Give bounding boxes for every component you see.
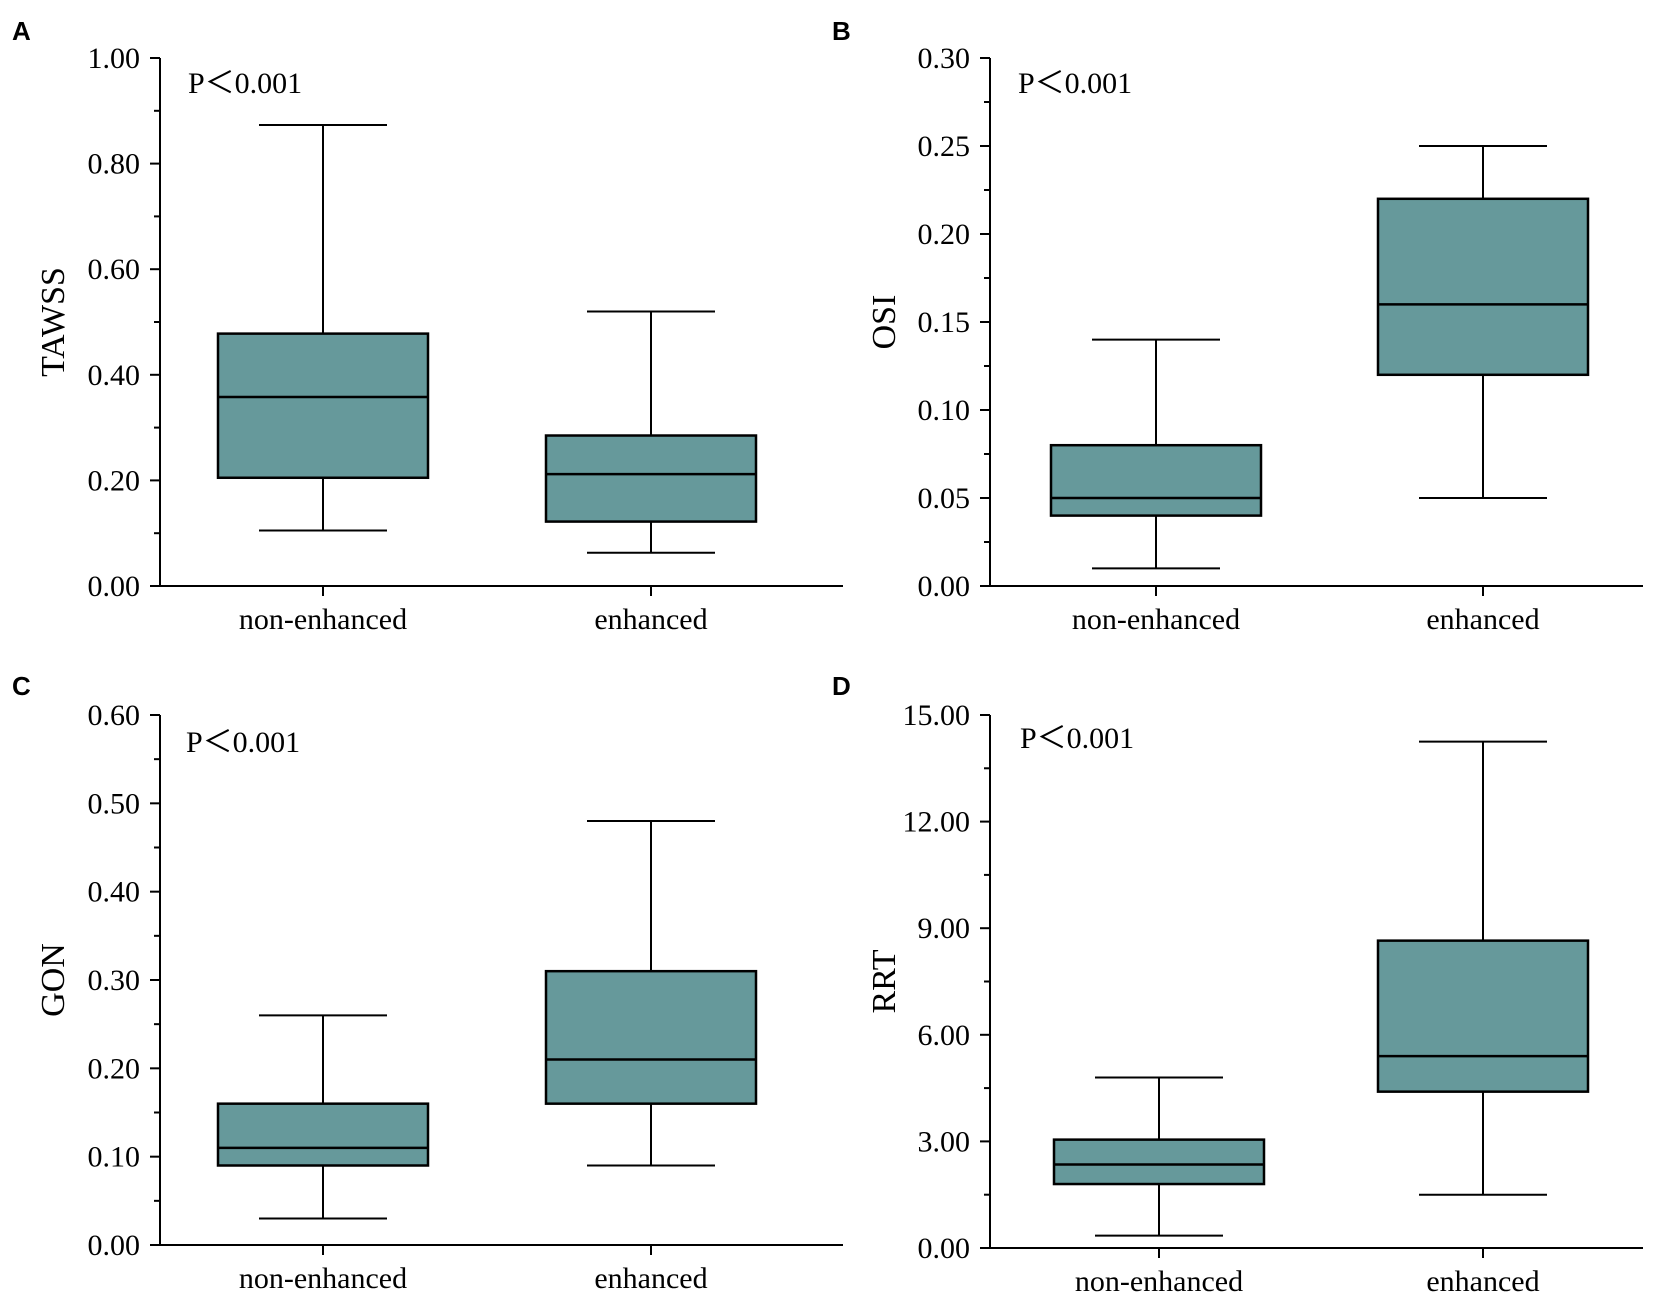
panel-letter: A [12, 16, 31, 46]
p-value-annotation: P＜0.001 [186, 726, 300, 759]
y-tick-label: 0.00 [88, 570, 141, 603]
x-category-label: enhanced [1426, 603, 1539, 636]
iqr-box [1052, 1138, 1266, 1186]
y-tick-label: 0.10 [88, 1141, 141, 1174]
box-enhanced [544, 820, 758, 1167]
x-category-label: enhanced [1426, 1265, 1539, 1296]
y-tick-label: 3.00 [918, 1125, 971, 1158]
iqr-box [1049, 443, 1263, 517]
y-tick-label: 0.30 [88, 964, 141, 997]
y-tick-label: 0.20 [88, 464, 141, 497]
y-tick-label: 0.25 [918, 130, 971, 163]
p-value-annotation: P＜0.001 [1018, 67, 1132, 100]
x-category-label: non-enhanced [239, 603, 407, 636]
panel-c: C 0.00 0.10 0.20 0.30 0.40 0.50 0.60 non-enhance… [12, 671, 843, 1295]
panel-letter: D [832, 671, 851, 701]
iqr-box [1376, 939, 1590, 1093]
iqr-box [544, 969, 758, 1105]
y-tick-label: 0.80 [88, 148, 141, 181]
panel-d: D 0.00 3.00 6.00 9.00 12.00 15.00 non-enhanced e… [832, 671, 1643, 1296]
x-category-label: non-enhanced [1072, 603, 1240, 636]
y-tick-label: 9.00 [918, 912, 971, 945]
panel-letter: B [832, 16, 851, 46]
y-tick-label: 0.60 [88, 253, 141, 286]
y-tick-label: 0.40 [88, 359, 141, 392]
y-tick-label: 6.00 [918, 1019, 971, 1052]
box-enhanced [1376, 740, 1590, 1196]
y-tick-label: 1.00 [88, 42, 141, 75]
y-tick-label: 0.30 [918, 42, 971, 75]
y-axis-title: OSI [866, 295, 903, 350]
iqr-box [1376, 197, 1590, 377]
box-non-enhanced [216, 124, 430, 532]
y-tick-label: 0.10 [918, 394, 971, 427]
y-tick-label: 0.00 [918, 570, 971, 603]
y-tick-label: 15.00 [903, 699, 971, 732]
box-non-enhanced [216, 1014, 430, 1220]
box-enhanced [544, 310, 758, 554]
y-axis-title: GON [35, 943, 72, 1017]
y-tick-label: 0.20 [88, 1052, 141, 1085]
panel-letter: C [12, 671, 31, 701]
y-axis-title: RRT [866, 949, 903, 1013]
y-tick-label: 0.20 [918, 218, 971, 251]
y-tick-label: 0.60 [88, 699, 141, 732]
iqr-box [216, 332, 430, 480]
box-non-enhanced [1052, 1076, 1266, 1237]
y-tick-label: 0.40 [88, 876, 141, 909]
x-category-label: enhanced [594, 1262, 707, 1295]
y-axis-title: TAWSS [35, 267, 72, 377]
panel-a: A 0.00 0.20 0.40 0.60 0.80 1.00 non-enhanced enh… [12, 16, 843, 636]
y-tick-label: 0.05 [918, 482, 971, 515]
y-tick-label: 0.00 [88, 1229, 141, 1262]
x-category-label: non-enhanced [1075, 1265, 1243, 1296]
p-value-annotation: P＜0.001 [1020, 722, 1134, 755]
y-tick-label: 0.50 [88, 787, 141, 820]
panel-b: B 0.00 0.05 0.10 0.15 0.20 0.25 0.30 non-enhance… [832, 16, 1643, 636]
iqr-box [544, 434, 758, 523]
iqr-box [216, 1102, 430, 1167]
p-value-annotation: P＜0.001 [188, 67, 302, 100]
box-enhanced [1376, 145, 1590, 499]
y-tick-label: 0.15 [918, 306, 971, 339]
x-category-label: enhanced [594, 603, 707, 636]
y-tick-label: 12.00 [903, 806, 971, 839]
y-tick-label: 0.00 [918, 1232, 971, 1265]
box-non-enhanced [1049, 338, 1263, 570]
x-category-label: non-enhanced [239, 1262, 407, 1295]
